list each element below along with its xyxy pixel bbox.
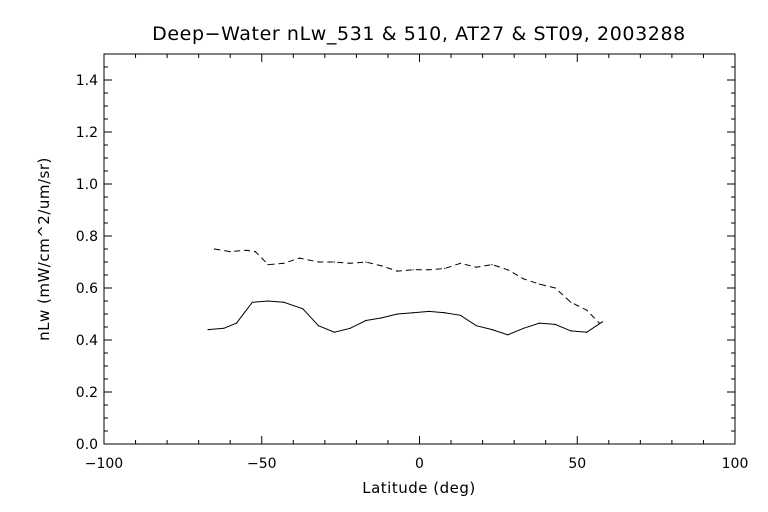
- x-tick-label: 100: [722, 456, 749, 472]
- solid-series-point: [302, 308, 304, 310]
- solid-series-point: [570, 330, 572, 332]
- y-tick-label: 0.0: [76, 437, 98, 453]
- y-axis-label: nLw (mW/cm^2/um/sr): [35, 157, 53, 341]
- solid-series-point: [459, 314, 462, 316]
- y-tick-label: 1.0: [76, 177, 98, 193]
- dashed-series-point: [381, 265, 383, 267]
- dashed-series-point: [554, 287, 556, 289]
- y-axis: 0.0 0.2 0.4 0.6 0.8 1.0 1.2 1.4: [76, 53, 735, 453]
- dashed-series-point: [412, 269, 414, 271]
- dashed-series-point: [349, 262, 351, 264]
- x-axis: −100 −50 0 50 100: [85, 54, 749, 472]
- dashed-series-point: [365, 261, 367, 263]
- solid-series-point: [538, 322, 540, 324]
- dashed-series-point: [267, 264, 269, 266]
- x-tick-label: 0: [415, 456, 424, 472]
- y-tick-label: 0.6: [76, 281, 98, 297]
- solid-series-point: [251, 301, 253, 303]
- series-group: [207, 248, 604, 336]
- y-tick-label: 0.8: [76, 229, 98, 245]
- solid-series-point: [601, 321, 604, 323]
- y-tick-label: 1.2: [76, 125, 98, 141]
- dashed-series-point: [459, 262, 462, 264]
- dashed-series-point: [507, 269, 509, 271]
- dashed-series-point: [254, 251, 257, 253]
- x-tick-label: 50: [568, 456, 586, 472]
- dashed-series-point: [586, 309, 588, 311]
- solid-series-point: [235, 322, 238, 324]
- solid-series-point: [365, 319, 367, 322]
- dashed-series-point: [570, 301, 572, 303]
- dashed-series-point: [283, 262, 285, 264]
- solid-series-point: [412, 312, 414, 314]
- dashed-series-point: [333, 261, 335, 263]
- solid-series-point: [223, 327, 225, 329]
- solid-series-point: [491, 329, 493, 331]
- dashed-series-point: [299, 257, 301, 259]
- dashed-series-point: [523, 278, 525, 280]
- solid-series-point: [475, 325, 477, 327]
- solid-series-point: [267, 300, 269, 302]
- y-tick-label: 0.2: [76, 385, 98, 401]
- dashed-series-point: [213, 248, 216, 250]
- dashed-series-line: [214, 248, 600, 324]
- y-tick-label: 0.4: [76, 333, 98, 349]
- chart-title: Deep−Water nLw_531 & 510, AT27 & ST09, 2…: [152, 23, 686, 45]
- solid-series-point: [333, 331, 335, 333]
- dashed-series-point: [396, 270, 399, 272]
- solid-series-point: [207, 329, 209, 331]
- plot-frame: [103, 53, 736, 445]
- dashed-series-point: [317, 261, 320, 263]
- solid-series-point: [396, 313, 399, 315]
- solid-series-point: [507, 334, 509, 336]
- solid-series-point: [554, 323, 556, 325]
- dashed-series-point: [229, 251, 231, 253]
- solid-series-line: [208, 300, 603, 336]
- dashed-series-point: [444, 267, 446, 270]
- x-axis-label: Latitude (deg): [362, 479, 475, 497]
- dashed-series-point: [538, 283, 540, 285]
- solid-series-point: [444, 312, 446, 314]
- solid-series-point: [381, 317, 383, 319]
- dashed-series-point: [475, 266, 477, 268]
- dashed-series-point: [245, 249, 247, 251]
- x-tick-label: −50: [247, 456, 277, 472]
- x-tick-label: −100: [85, 456, 123, 472]
- solid-series-point: [428, 310, 430, 312]
- solid-series-point: [523, 327, 525, 329]
- solid-series-point: [586, 331, 588, 333]
- solid-series-point: [317, 325, 320, 327]
- dashed-series-point: [428, 269, 430, 271]
- solid-series-point: [349, 327, 351, 329]
- dashed-series-point: [491, 264, 493, 266]
- y-tick-label: 1.4: [76, 73, 98, 89]
- solid-series-point: [283, 301, 285, 303]
